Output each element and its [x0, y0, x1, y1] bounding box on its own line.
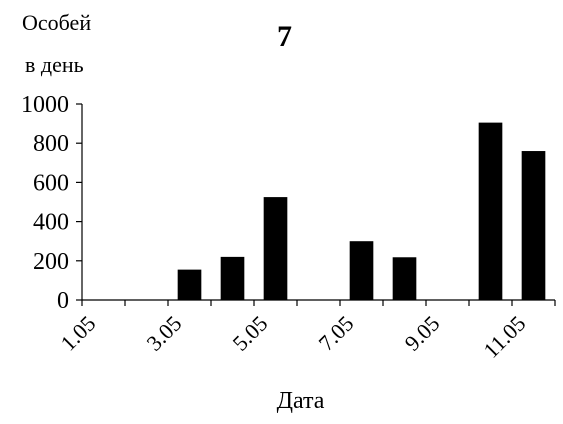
y-tick-label: 400	[33, 210, 69, 236]
y-tick-label: 600	[33, 170, 69, 196]
y-tick-label: 200	[33, 249, 69, 275]
x-axis-label: Дата	[276, 388, 325, 414]
bar	[177, 269, 202, 300]
y-tick-label: 0	[57, 288, 69, 314]
bar	[220, 256, 245, 300]
bar	[392, 257, 417, 300]
chart-title: 7	[277, 20, 292, 53]
x-tick-label: 1.05	[56, 311, 101, 356]
y-tick-label: 1000	[21, 92, 69, 118]
bar	[263, 197, 288, 300]
x-tick-label: 11.05	[478, 311, 530, 363]
bar	[521, 151, 546, 300]
x-tick-label: 7.05	[314, 311, 359, 356]
y-tick-label: 800	[33, 131, 69, 157]
y-axis-label-line-1: Особей	[22, 10, 92, 35]
bar	[349, 241, 374, 300]
x-tick-label: 5.05	[228, 311, 273, 356]
bar	[478, 122, 503, 301]
x-tick-label: 9.05	[400, 311, 445, 356]
y-axis-label-line-2: в день	[25, 52, 84, 77]
x-tick-label: 3.05	[142, 311, 187, 356]
